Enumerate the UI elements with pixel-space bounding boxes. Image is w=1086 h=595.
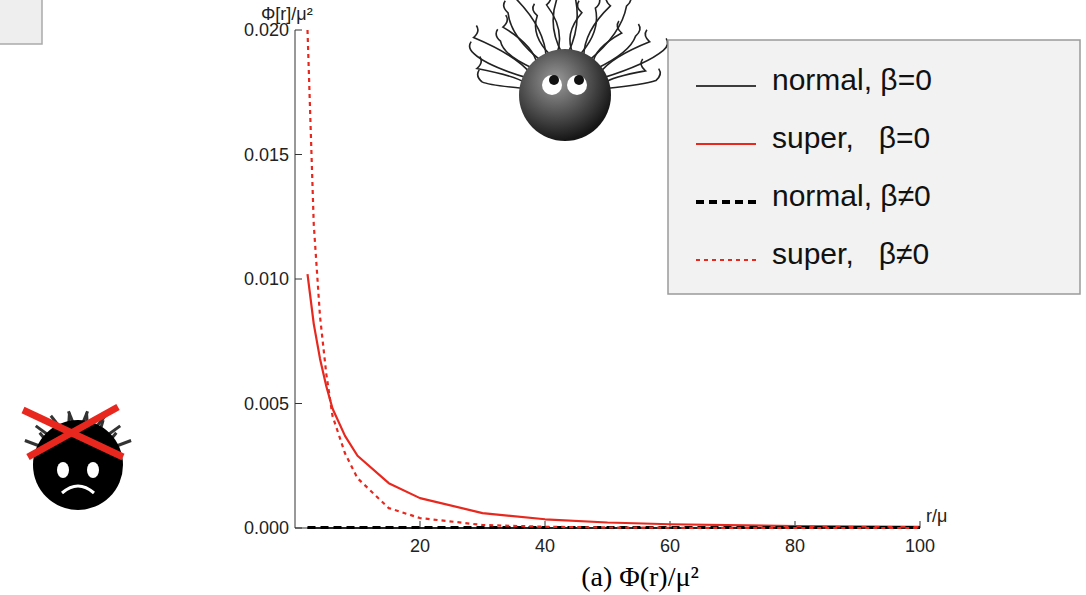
y-tick [295, 403, 302, 404]
x-tick [420, 521, 421, 528]
legend-swatch [696, 259, 756, 261]
sad-icon [23, 407, 131, 510]
pupil [549, 75, 559, 85]
series-line [308, 274, 921, 527]
eye [87, 462, 99, 478]
legend-swatch [696, 200, 756, 204]
y-tick [295, 30, 302, 31]
y-tick [295, 528, 302, 529]
x-tick-label: 20 [410, 536, 430, 556]
x-axis-title: r/μ [926, 506, 947, 526]
legend-label: super, β≠0 [772, 237, 929, 270]
hair [470, 42, 528, 78]
x-tick-label: 60 [660, 536, 680, 556]
legend-label: super, β=0 [772, 121, 930, 154]
eye [567, 75, 587, 95]
chart: 0.0000.0050.0100.0150.02020406080100Φ[r]… [0, 0, 1086, 595]
legend-swatch [696, 85, 756, 87]
legend: normal, β=0 super, β=0 normal, β≠0 super, β… [668, 40, 1080, 294]
hair [603, 38, 668, 78]
caption: (a) Φ(r)/μ² [581, 561, 699, 592]
cross [28, 407, 118, 457]
mouth [62, 486, 94, 493]
y-tick [295, 279, 302, 280]
legend-swatch [696, 143, 756, 145]
hair [553, 0, 562, 54]
pupil [574, 75, 584, 85]
y-tick-label: 0.010 [244, 269, 289, 289]
hair [516, 0, 546, 58]
y-tick-label: 0.015 [244, 145, 289, 165]
hair [533, 4, 551, 56]
y-tick [295, 154, 302, 155]
hair [579, 0, 600, 56]
eye [57, 462, 69, 478]
legend-box [668, 40, 1080, 294]
x-tick-label: 40 [535, 536, 555, 556]
hair [606, 69, 660, 89]
hair [584, 0, 611, 58]
legend-label: normal, β=0 [772, 63, 932, 96]
x-tick-label: 80 [785, 536, 805, 556]
hair [597, 24, 640, 68]
eye [542, 75, 562, 95]
hair [605, 59, 646, 83]
ball [519, 49, 611, 141]
y-tick-label: 0.005 [244, 394, 289, 414]
x-tick-label: 100 [905, 536, 935, 556]
hair [474, 26, 530, 73]
hairy-icon [470, 0, 668, 141]
y-tick-label: 0.000 [244, 518, 289, 538]
y-axis-title: Φ[r]/μ² [261, 4, 313, 24]
legend-label: normal, β≠0 [772, 179, 931, 212]
hair [570, 1, 582, 55]
corner-box [0, 0, 42, 44]
